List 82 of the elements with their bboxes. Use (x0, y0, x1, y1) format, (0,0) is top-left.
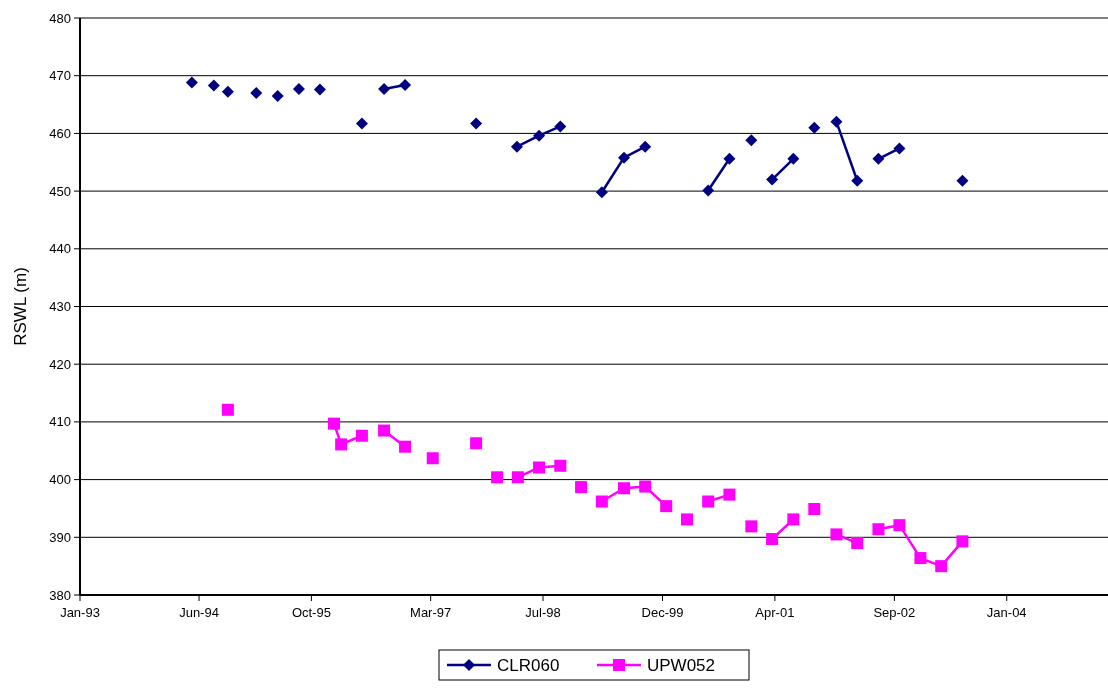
point (660, 500, 673, 513)
x-tick-label: Sep-02 (873, 605, 916, 620)
y-tick-label: 390 (49, 529, 71, 545)
y-axis-title: RSWL (m) (11, 267, 30, 346)
y-tick-label: 480 (49, 10, 71, 26)
point (335, 438, 348, 451)
point (617, 151, 630, 164)
point (554, 120, 567, 133)
point (328, 417, 340, 430)
x-tick-label: Jan-93 (60, 605, 100, 620)
point (511, 471, 524, 484)
y-tick-label: 460 (49, 125, 71, 141)
point (470, 117, 483, 130)
point (639, 140, 652, 153)
legend-label: CLR060 (497, 655, 560, 675)
point (207, 79, 220, 92)
point (355, 117, 368, 130)
point (185, 76, 198, 89)
point (723, 152, 736, 165)
point (830, 115, 843, 128)
point (830, 528, 843, 541)
point (533, 129, 546, 142)
point (702, 184, 715, 197)
point (766, 533, 779, 546)
x-tick-label: Dec-99 (641, 605, 684, 620)
point (851, 537, 864, 550)
point (935, 560, 948, 573)
point (787, 513, 800, 526)
x-tick-label: Oct-95 (291, 605, 331, 620)
point (554, 459, 567, 472)
point (956, 174, 969, 187)
point (723, 488, 736, 501)
x-tick-label: Jul-98 (525, 605, 561, 620)
x-tick-label: Mar-97 (410, 605, 452, 620)
point (271, 89, 284, 102)
point (595, 186, 608, 199)
point (851, 174, 864, 187)
x-tick-label: Jun-94 (179, 605, 219, 620)
y-tick-label: 470 (49, 68, 71, 84)
x-tick-label: Apr-01 (755, 605, 795, 620)
point (956, 535, 969, 548)
point (766, 173, 779, 186)
point (575, 481, 588, 494)
y-tick-label: 430 (49, 299, 71, 315)
point (313, 83, 326, 96)
y-tick-label: 400 (49, 472, 71, 488)
point (595, 495, 608, 508)
point (510, 140, 523, 153)
point (355, 429, 368, 442)
point (470, 437, 483, 450)
point (221, 403, 234, 416)
y-tick-label: 440 (49, 241, 71, 257)
x-tick-label: Jan-04 (986, 605, 1027, 620)
point (617, 482, 630, 495)
y-tick-label: 450 (49, 183, 71, 199)
point (680, 513, 693, 526)
point (808, 121, 821, 134)
y-tick-label: 420 (49, 356, 71, 372)
point (292, 82, 305, 95)
point (872, 523, 885, 536)
y-tick-label: 380 (49, 587, 71, 603)
point (808, 503, 821, 516)
point (745, 134, 758, 147)
legend-label: UPW052 (647, 655, 716, 675)
point (399, 440, 412, 453)
point (378, 424, 391, 437)
point (250, 87, 263, 100)
point (787, 152, 800, 165)
point (221, 85, 234, 98)
point (491, 471, 504, 484)
point (378, 82, 391, 95)
point (872, 152, 885, 165)
point (893, 142, 906, 155)
point (893, 519, 906, 532)
point (914, 552, 927, 565)
point (745, 520, 758, 533)
point (533, 461, 546, 474)
point (702, 495, 715, 508)
y-tick-label: 410 (49, 414, 71, 430)
point (426, 452, 439, 465)
point (399, 78, 412, 91)
point (639, 480, 652, 493)
